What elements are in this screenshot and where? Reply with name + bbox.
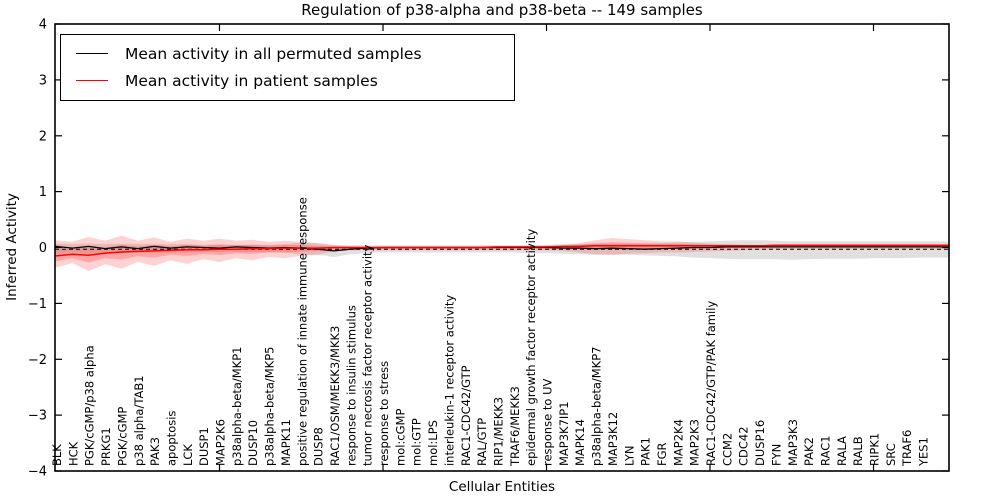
- x-category-label: mol:cGMP: [393, 409, 407, 466]
- y-tick-label: 3: [39, 73, 47, 88]
- legend-item-permuted: Mean activity in all permuted samples: [61, 40, 514, 67]
- x-category-label: PGK/cGMP/p38 alpha: [83, 345, 97, 466]
- x-category-label: MAP3K12: [606, 412, 620, 466]
- x-category-label: mol:LPS: [426, 420, 440, 466]
- x-category-label: p38alpha-beta/MKP7: [590, 347, 604, 466]
- x-category-label: FGR: [655, 442, 669, 466]
- x-category-label: interleukin-1 receptor activity: [442, 295, 456, 466]
- x-category-label: RIP1/MEKK3: [492, 397, 506, 466]
- x-category-label: PRKG1: [99, 427, 113, 466]
- x-category-label: response to stress: [377, 361, 391, 466]
- legend-label-permuted: Mean activity in all permuted samples: [125, 44, 422, 63]
- x-category-label: tumor necrosis factor receptor activity: [361, 244, 375, 466]
- y-axis-label: Inferred Activity: [4, 193, 20, 301]
- x-category-label: RAC1: [819, 435, 833, 466]
- y-tick-label: −1: [28, 297, 47, 312]
- legend: Mean activity in all permuted samples Me…: [60, 34, 515, 101]
- x-category-label: DUSP8: [312, 427, 326, 466]
- x-category-label: PAK1: [639, 437, 653, 466]
- patient-line-swatch: [76, 80, 108, 81]
- y-tick-label: −2: [28, 353, 47, 368]
- x-category-label: TRAF6: [900, 430, 914, 467]
- x-category-label: PGK/cGMP: [115, 407, 129, 466]
- x-category-label: TRAF6/MEKK3: [508, 386, 522, 467]
- x-category-label: CDC42: [737, 426, 751, 466]
- x-category-label: DUSP10: [246, 420, 260, 466]
- x-category-label: apoptosis: [165, 411, 179, 466]
- x-category-label: LYN: [622, 445, 636, 466]
- x-category-label: RAC1-CDC42/GTP/PAK family: [704, 301, 718, 466]
- x-category-label: DUSP16: [753, 420, 767, 466]
- x-category-label: p38alpha-beta/MKP1: [230, 347, 244, 466]
- permuted-line-swatch: [76, 53, 108, 54]
- x-category-label: MAP2K3: [688, 419, 702, 466]
- x-category-label: RALA: [835, 436, 849, 466]
- x-category-label: RAC1-CDC42/GTP: [459, 365, 473, 466]
- x-category-label: SRC: [884, 443, 898, 466]
- legend-item-patient: Mean activity in patient samples: [61, 67, 514, 94]
- x-axis-label: Cellular Entities: [448, 479, 556, 495]
- x-category-label: MAPK11: [279, 419, 293, 466]
- legend-label-patient: Mean activity in patient samples: [125, 71, 378, 90]
- x-category-label: response to UV: [541, 378, 555, 466]
- chart-title: Regulation of p38-alpha and p38-beta -- …: [301, 1, 703, 19]
- x-category-label: YES1: [917, 437, 931, 467]
- y-tick-label: 4: [39, 18, 47, 33]
- patient-std-band-outer: [55, 235, 949, 271]
- y-tick-label: −4: [28, 465, 47, 480]
- x-category-label: MAPK14: [573, 419, 587, 466]
- x-category-label: MAP2K6: [214, 419, 228, 466]
- x-category-label: RAL/GTP: [475, 418, 489, 466]
- y-tick-label: 1: [39, 185, 47, 200]
- patient-mean-line: [55, 244, 949, 257]
- x-category-label: CCM2: [720, 433, 734, 466]
- x-category-label: LCK: [181, 444, 195, 466]
- x-category-label: response to insulin stimulus: [344, 305, 358, 466]
- y-tick-label: −3: [28, 409, 47, 424]
- x-category-label: DUSP1: [197, 427, 211, 466]
- x-category-label: mol:GTP: [410, 418, 424, 466]
- x-category-label: FYN: [769, 444, 783, 466]
- x-category-label: p38alpha-beta/MKP5: [263, 347, 277, 466]
- x-category-label: positive regulation of innate immune res…: [295, 197, 309, 466]
- x-category-label: PAK2: [802, 437, 816, 466]
- x-category-label: RAC1/OSM/MEKK3/MKK3: [328, 326, 342, 466]
- y-tick-label: 2: [39, 129, 47, 144]
- x-category-label: MAP3K7IP1: [557, 401, 571, 466]
- x-category-label: epidermal growth factor receptor activit…: [524, 229, 538, 466]
- x-category-label: RIPK1: [868, 433, 882, 466]
- x-category-label: MAP3K3: [786, 419, 800, 466]
- x-category-label: PAK3: [148, 437, 162, 466]
- x-category-label: BLK: [50, 444, 64, 466]
- y-tick-label: 0: [39, 241, 47, 256]
- x-category-label: RALB: [851, 436, 865, 466]
- x-category-label: p38 alpha/TAB1: [132, 375, 146, 466]
- x-category-label: MAP2K4: [671, 419, 685, 466]
- x-category-label: HCK: [66, 441, 80, 466]
